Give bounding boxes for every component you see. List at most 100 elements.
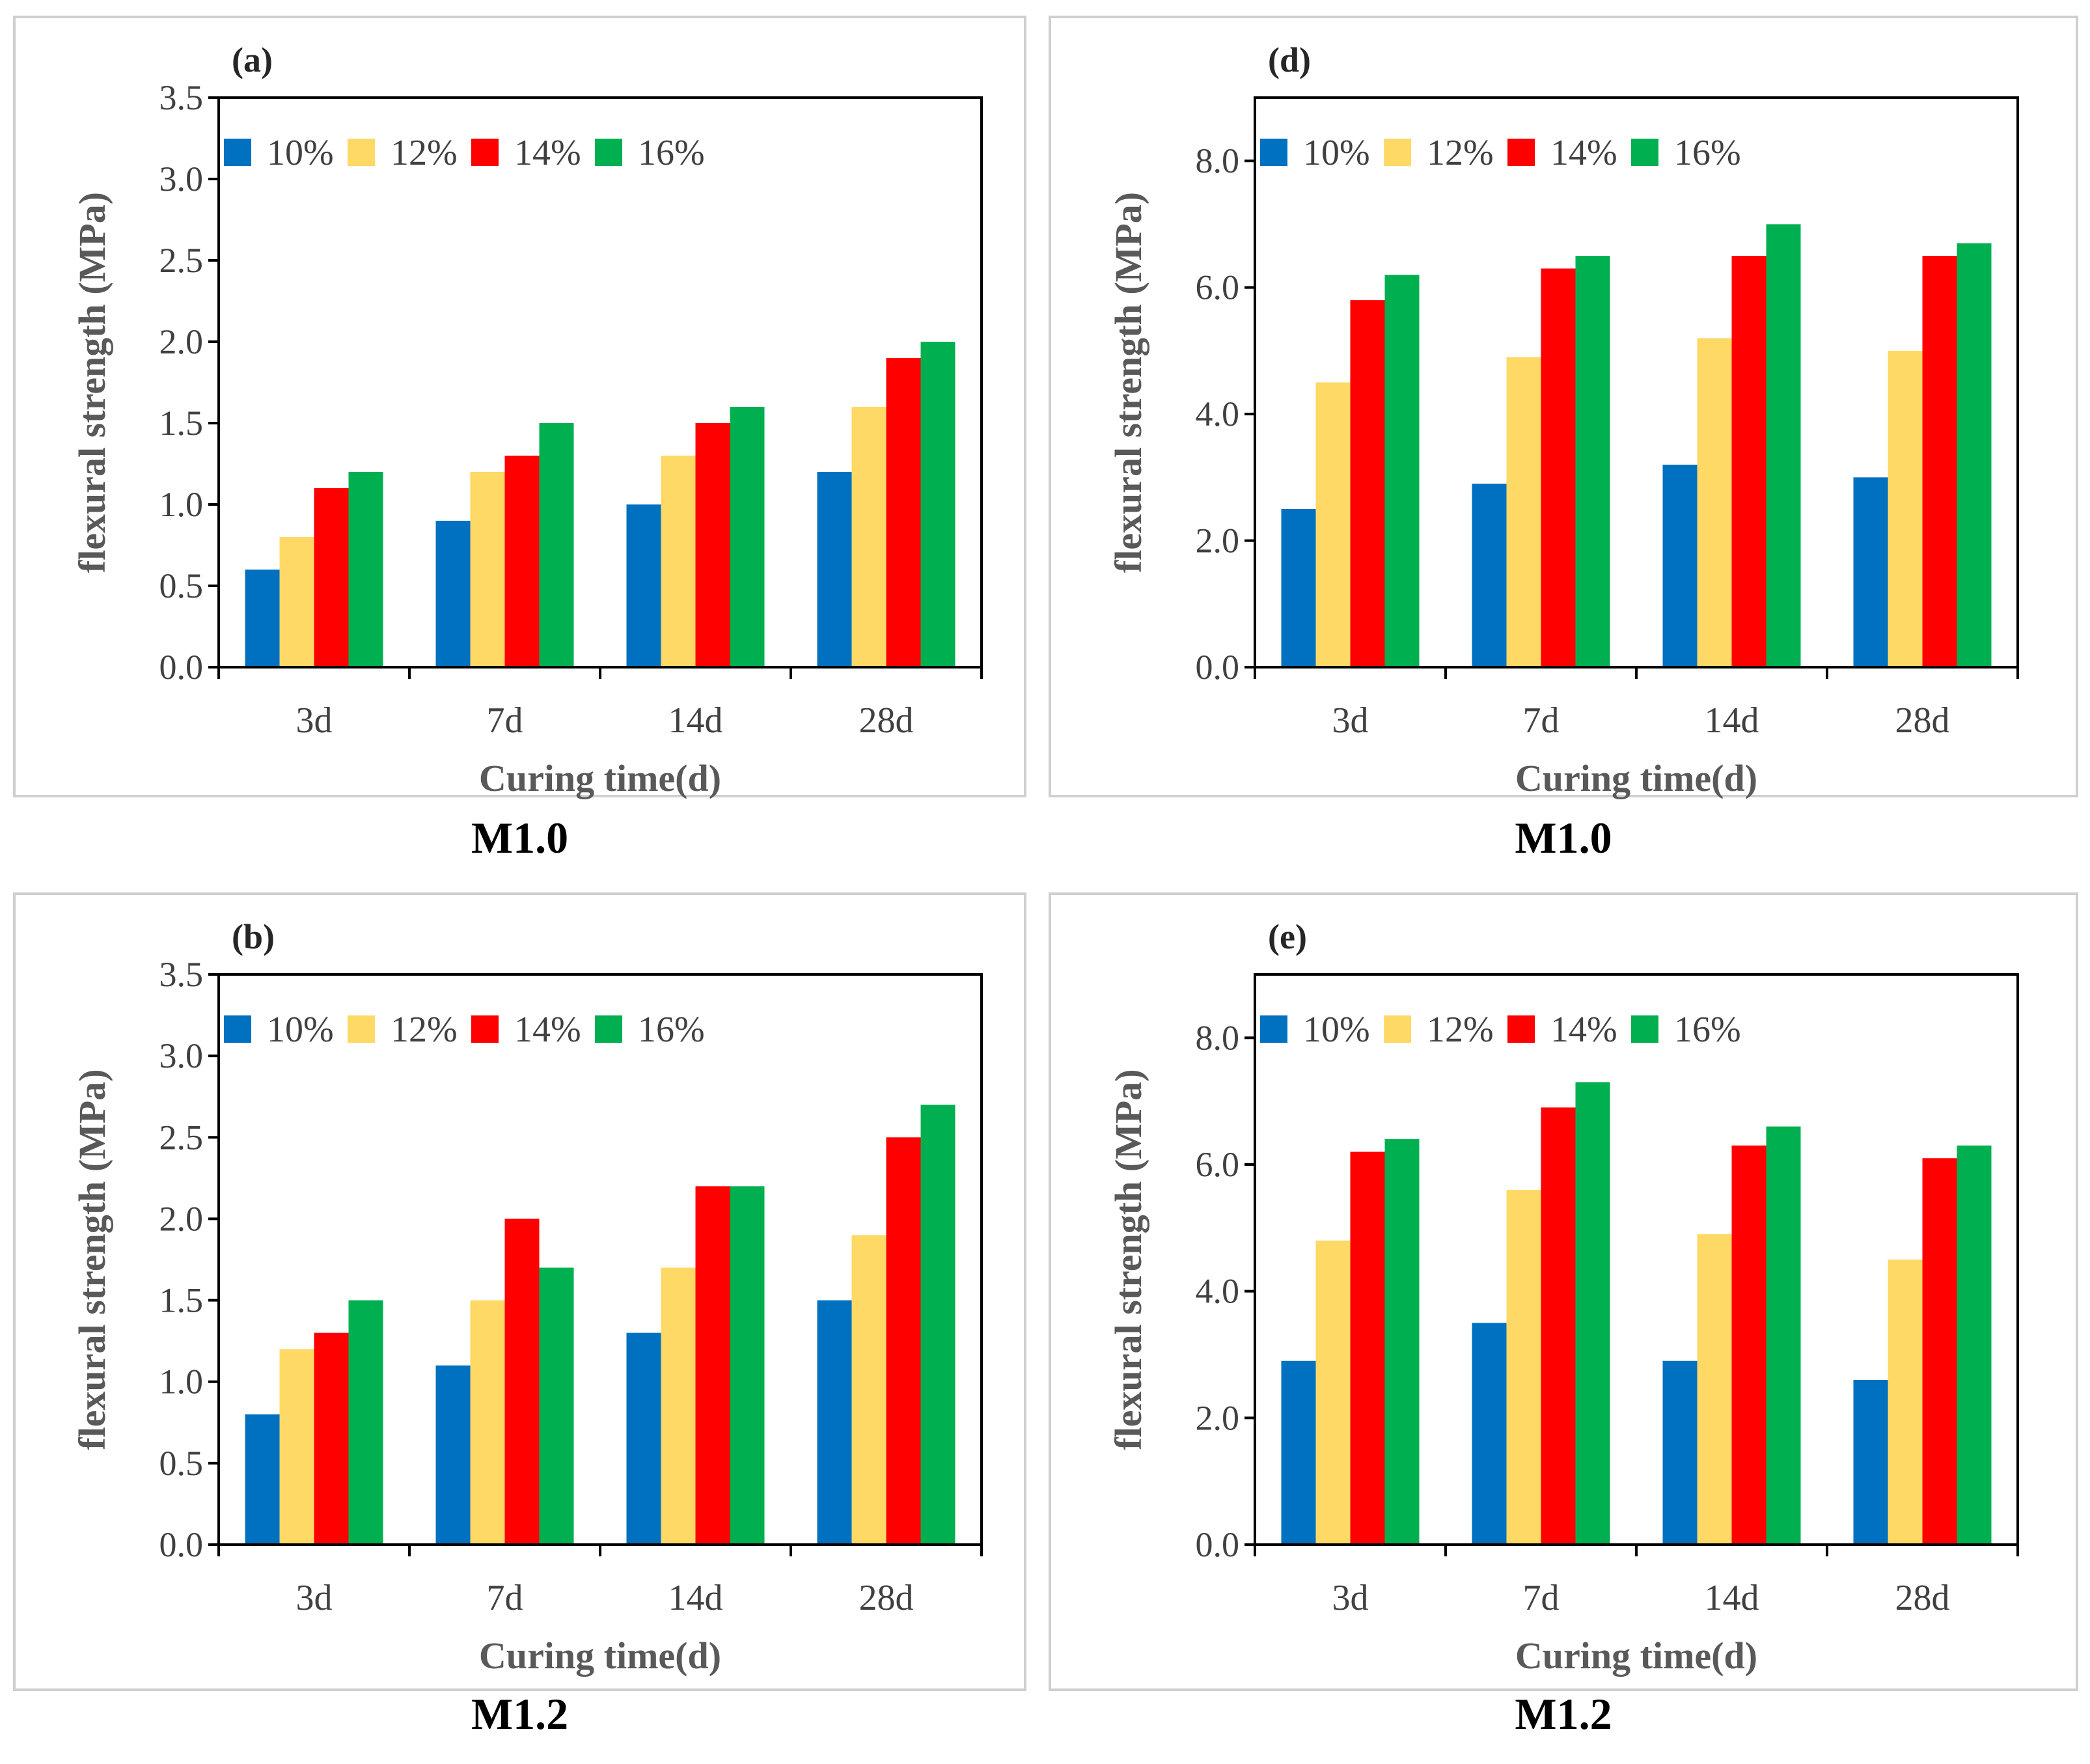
legend-swatch — [224, 139, 251, 166]
y-tick-label: 2.5 — [159, 1118, 204, 1157]
bar-14pct-7d — [504, 456, 540, 667]
chart-panel-0: 0.0 0.5 1.0 1.5 2.0 2.5 3.0 3.5 3d 7d 14d 28d Curing… — [13, 16, 1026, 862]
x-tick-label: 28d — [1895, 700, 1950, 741]
x-tick-label: 14d — [668, 700, 723, 741]
y-tick-label: 2.5 — [159, 241, 204, 280]
bar-14pct-14d — [695, 1186, 730, 1545]
x-axis-title: Curing time(d) — [479, 757, 721, 799]
bar-16pct-3d — [348, 472, 383, 667]
panel-caption: M1.0 — [1515, 813, 1612, 862]
chart-panel-3: 0.0 2.0 4.0 6.0 8.0 3d 7d 14d 28d Curing time(d) f… — [1049, 892, 2078, 1739]
bar-10pct-14d — [626, 1332, 661, 1545]
bar-10pct-14d — [1662, 1360, 1698, 1545]
bar-14pct-28d — [886, 1137, 921, 1545]
y-tick-label: 3.5 — [159, 78, 204, 117]
legend-label: 12% — [391, 1010, 458, 1050]
legend-label: 14% — [1550, 1010, 1617, 1050]
bar-14pct-7d — [504, 1219, 540, 1545]
bar-10pct-28d — [817, 472, 852, 667]
x-axis-title: Curing time(d) — [1515, 757, 1757, 799]
legend-swatch — [471, 1015, 499, 1043]
x-tick-label: 3d — [296, 1578, 333, 1618]
x-tick-label: 28d — [1895, 1578, 1950, 1618]
bar-14pct-3d — [1350, 1151, 1385, 1545]
x-tick-label: 28d — [859, 1578, 914, 1618]
bar-12pct-3d — [279, 1349, 314, 1545]
legend-swatch — [1384, 1015, 1411, 1043]
y-tick-label: 2.0 — [1196, 521, 1240, 560]
y-tick-label: 0.0 — [159, 648, 204, 687]
y-tick-label: 0.5 — [159, 566, 204, 605]
legend-swatch — [1384, 139, 1411, 166]
bar-10pct-28d — [817, 1300, 852, 1545]
y-tick-label: 2.0 — [159, 322, 204, 361]
bar-16pct-3d — [1384, 275, 1420, 667]
legend-swatch — [1507, 1015, 1535, 1043]
bar-14pct-14d — [695, 423, 730, 667]
x-axis-title: Curing time(d) — [1515, 1634, 1757, 1677]
bar-14pct-28d — [886, 358, 921, 667]
legend-label: 16% — [638, 1010, 705, 1050]
legend-swatch — [1631, 1015, 1658, 1043]
bar-14pct-3d — [1350, 300, 1385, 668]
legend-label: 14% — [514, 133, 581, 173]
x-tick-label: 28d — [859, 700, 914, 741]
x-tick-label: 3d — [296, 700, 333, 741]
bar-12pct-14d — [1697, 338, 1732, 667]
bar-12pct-28d — [1888, 1260, 1923, 1545]
bar-10pct-3d — [245, 570, 280, 667]
bar-16pct-28d — [1957, 1145, 1992, 1545]
bar-12pct-3d — [1315, 382, 1351, 667]
legend-swatch — [1260, 1015, 1287, 1043]
bar-10pct-3d — [245, 1414, 280, 1545]
legend-swatch — [348, 139, 375, 166]
bar-16pct-14d — [1766, 1126, 1801, 1545]
y-tick-label: 1.0 — [159, 485, 204, 524]
bar-14pct-28d — [1922, 1158, 1957, 1545]
chart-panel-1: 0.0 2.0 4.0 6.0 8.0 3d 7d 14d 28d Curing time(d) f… — [1049, 16, 2078, 862]
legend-swatch — [348, 1015, 375, 1043]
bar-16pct-7d — [539, 1267, 574, 1545]
panel-label: (d) — [1268, 40, 1311, 79]
bar-10pct-3d — [1281, 1360, 1316, 1545]
y-tick-label: 2.0 — [1196, 1398, 1240, 1437]
legend-label: 12% — [1427, 133, 1494, 173]
x-tick-label: 7d — [1523, 1578, 1560, 1618]
legend-label: 14% — [1550, 133, 1617, 173]
y-axis-title: flexural strength (MPa) — [71, 192, 113, 573]
y-tick-label: 1.0 — [159, 1362, 204, 1401]
y-tick-label: 0.5 — [159, 1444, 204, 1483]
bar-14pct-3d — [314, 1332, 349, 1545]
bar-12pct-7d — [470, 472, 505, 667]
bar-10pct-14d — [1662, 464, 1698, 667]
bar-10pct-14d — [626, 504, 661, 667]
x-tick-label: 14d — [1705, 700, 1759, 741]
bar-16pct-28d — [920, 1105, 956, 1545]
y-tick-label: 3.5 — [159, 955, 204, 994]
legend-label: 10% — [1303, 133, 1370, 173]
x-tick-label: 7d — [1523, 700, 1560, 741]
bar-16pct-28d — [920, 342, 956, 667]
y-tick-label: 3.0 — [159, 1036, 204, 1075]
bar-10pct-7d — [435, 1365, 471, 1545]
bar-12pct-7d — [1506, 357, 1541, 667]
bar-12pct-14d — [1697, 1234, 1732, 1545]
chart-panel-2: 0.0 0.5 1.0 1.5 2.0 2.5 3.0 3.5 3d 7d 14d 28d Curing… — [13, 892, 1026, 1739]
bar-10pct-28d — [1853, 1379, 1888, 1545]
legend-label: 10% — [267, 1010, 334, 1050]
x-tick-label: 7d — [487, 700, 523, 741]
x-tick-label: 7d — [487, 1578, 523, 1618]
x-axis-title: Curing time(d) — [479, 1634, 721, 1677]
bar-12pct-14d — [661, 456, 696, 667]
legend-label: 10% — [267, 133, 334, 173]
bar-12pct-28d — [851, 1235, 887, 1545]
legend-swatch — [471, 139, 499, 166]
panel-caption: M1.0 — [471, 813, 568, 862]
x-tick-label: 3d — [1332, 1578, 1369, 1618]
legend-label: 10% — [1303, 1010, 1370, 1050]
y-tick-label: 1.5 — [159, 404, 204, 443]
x-tick-label: 3d — [1332, 700, 1369, 741]
x-tick-label: 14d — [1705, 1578, 1759, 1618]
y-tick-label: 0.0 — [159, 1525, 204, 1564]
bar-12pct-3d — [1315, 1240, 1351, 1545]
